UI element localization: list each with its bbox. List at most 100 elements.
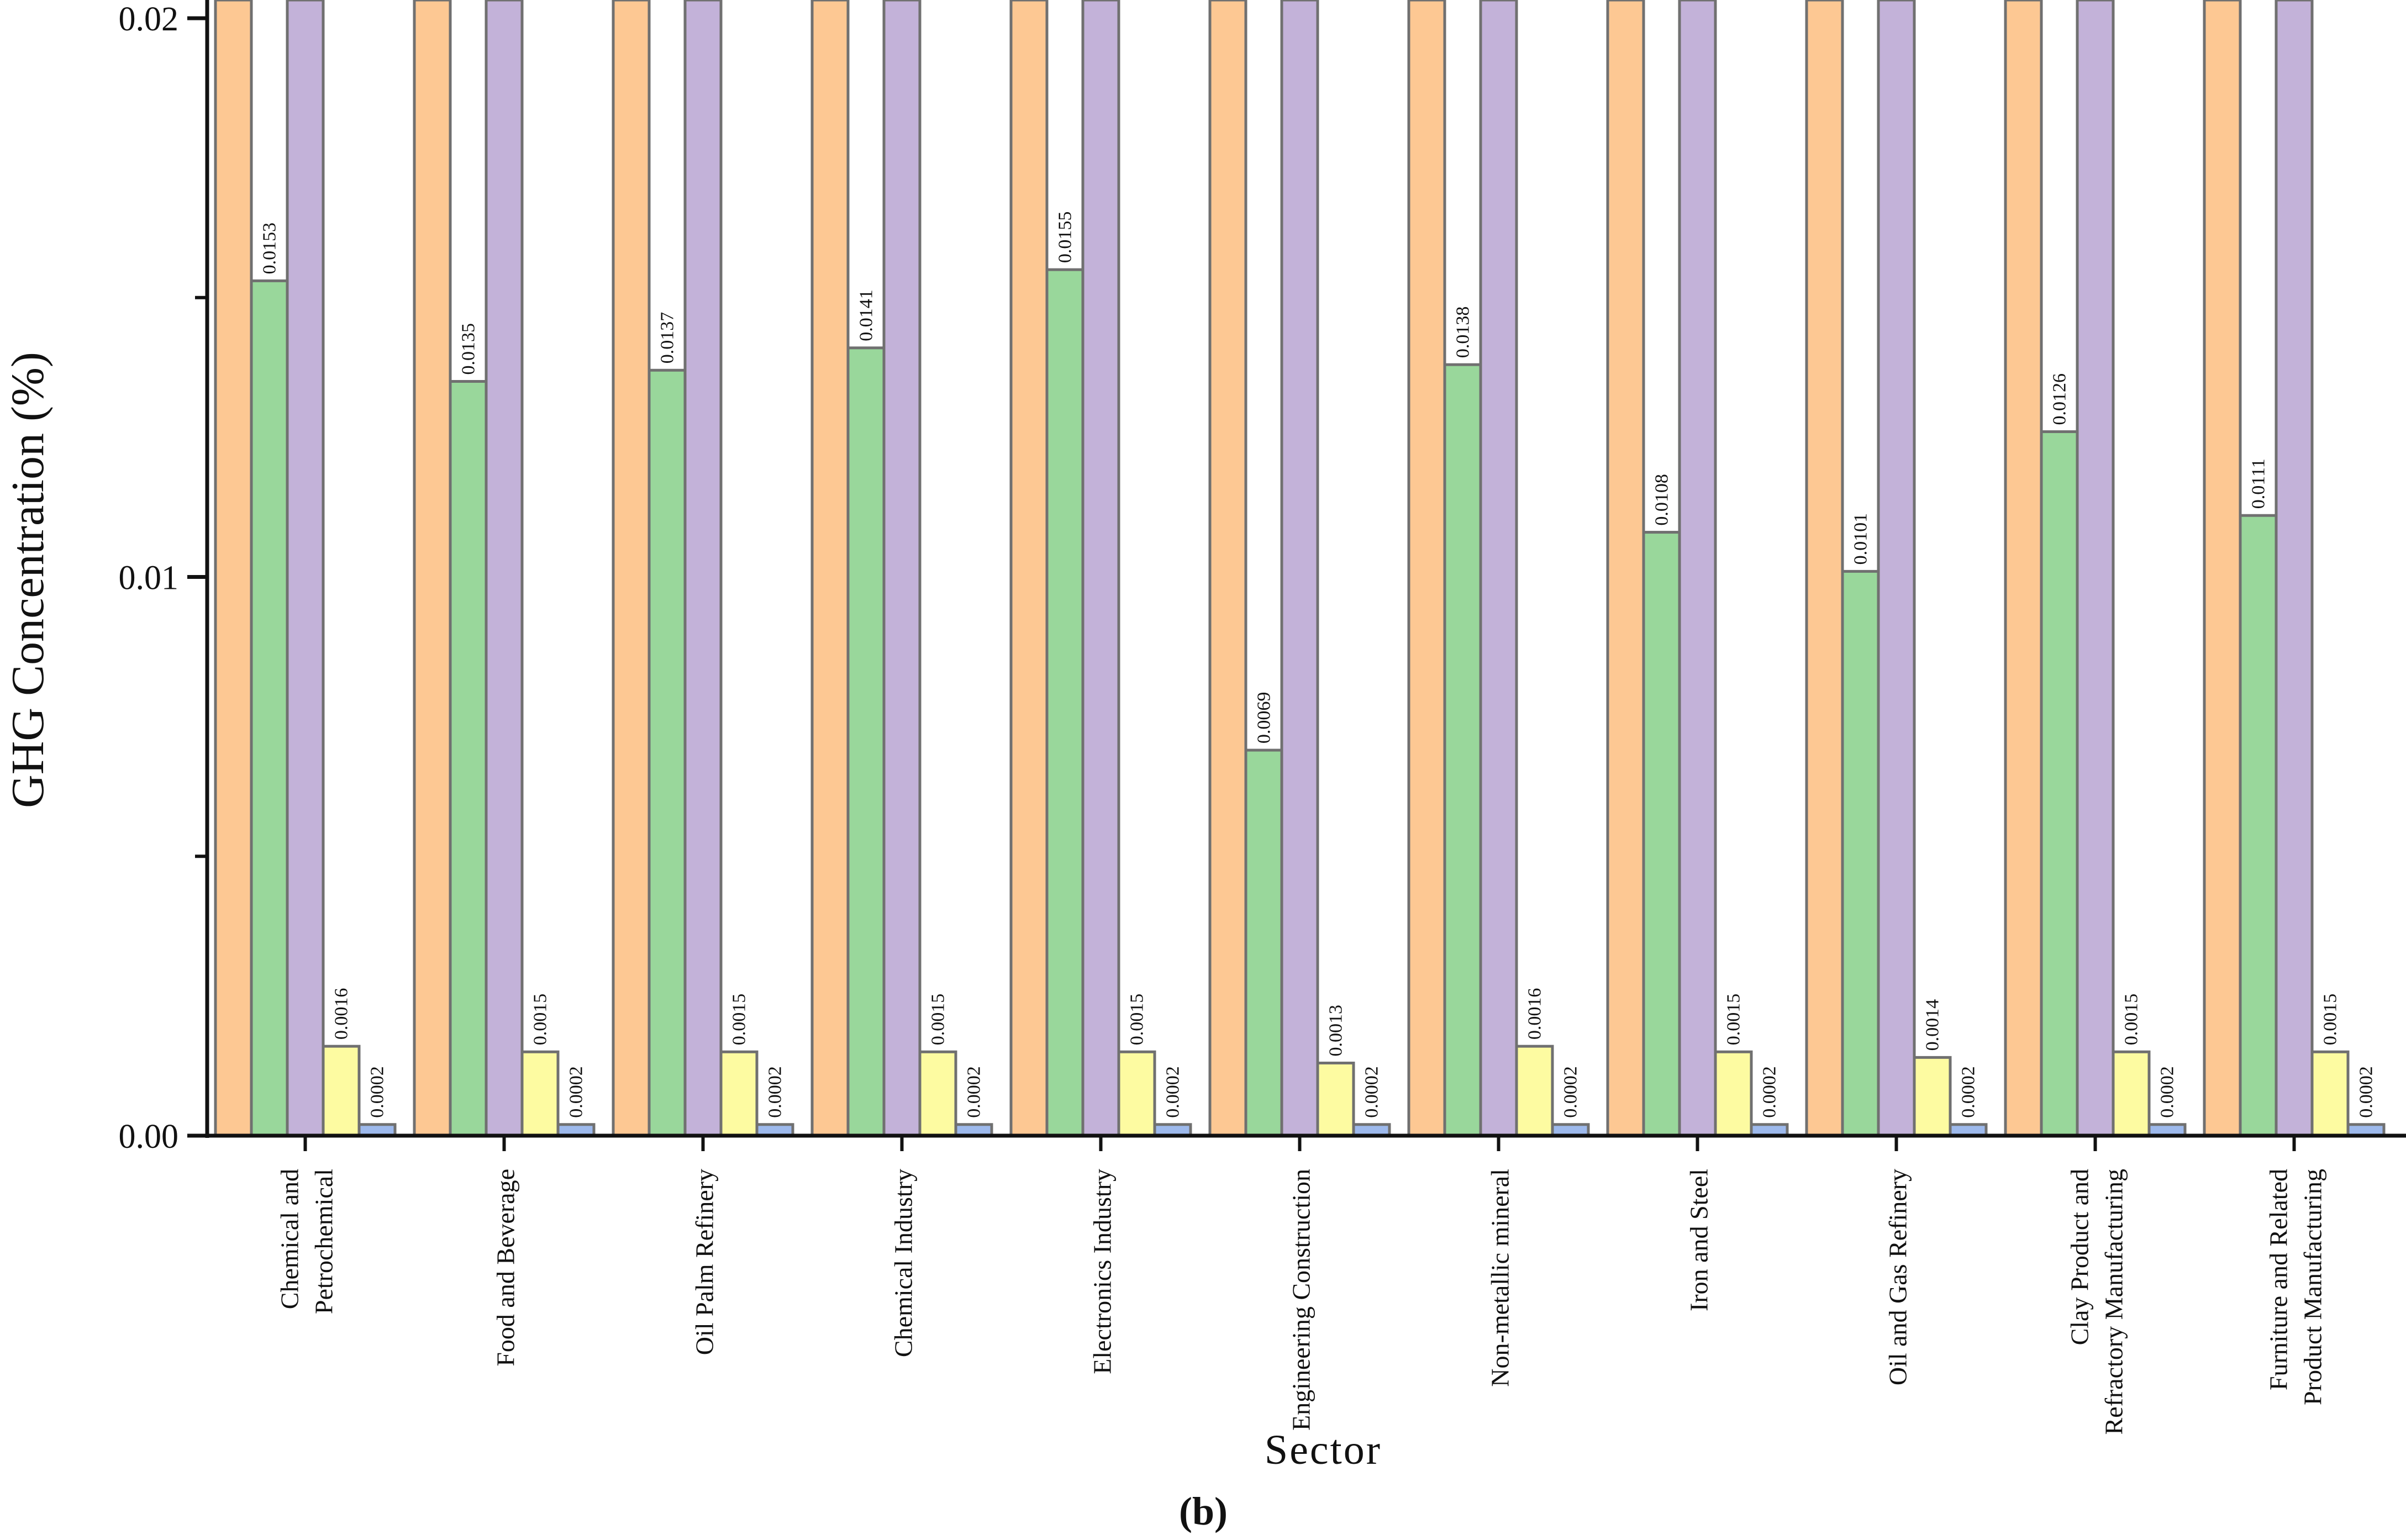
- x-category-label: Clay Product and: [2066, 1169, 2094, 1345]
- bar-series-1: [2203, 0, 2242, 1137]
- data-label: 0.0135: [459, 323, 479, 375]
- data-label: 0.0108: [1652, 474, 1672, 526]
- category-group: [810, 0, 993, 1137]
- data-label: 0.0002: [566, 1066, 587, 1118]
- bar-series-1: [1805, 0, 1844, 1137]
- bar-series-1: [810, 0, 850, 1137]
- data-label: 0.0013: [1326, 1005, 1346, 1057]
- data-label: 0.0153: [260, 223, 280, 275]
- bar-series-4: [918, 1050, 957, 1137]
- data-label: 0.0015: [2121, 994, 2142, 1046]
- data-label: 0.0015: [1127, 994, 1147, 1046]
- data-label: 0.0015: [729, 994, 750, 1046]
- y-tick-label: 0.00: [119, 1118, 179, 1156]
- data-label: 0.0002: [2157, 1066, 2178, 1118]
- bar-series-3: [1877, 0, 1916, 1137]
- data-label: 0.0155: [1055, 212, 1076, 263]
- data-label: 0.0002: [2356, 1066, 2377, 1118]
- bar-series-3: [1678, 0, 1717, 1137]
- data-label: 0.0141: [856, 289, 877, 341]
- bar-series-4: [322, 1045, 361, 1137]
- data-label: 0.0002: [1959, 1066, 1979, 1118]
- category-group: [1208, 0, 1391, 1137]
- category-group: [612, 0, 794, 1137]
- bar-series-3: [2076, 0, 2115, 1137]
- y-axis-title: GHG Concentration (%): [2, 352, 54, 808]
- bar-series-2: [1443, 363, 1482, 1137]
- bar-series-4: [1913, 1056, 1952, 1137]
- data-label: 0.0015: [1724, 994, 1744, 1046]
- data-label: 0.0015: [928, 994, 949, 1046]
- y-tick-label: 0.02: [119, 1, 179, 38]
- bar-series-1: [214, 0, 253, 1137]
- category-group: [1606, 0, 1789, 1137]
- bar-series-2: [2239, 514, 2278, 1137]
- x-axis-title: Sector: [1265, 1427, 1382, 1473]
- x-category-label: Petrochemical: [310, 1169, 338, 1314]
- bar-series-4: [1714, 1050, 1753, 1137]
- data-label: 0.0015: [530, 994, 551, 1046]
- bar-series-3: [485, 0, 524, 1137]
- category-group: [1805, 0, 1988, 1137]
- bar-series-3: [683, 0, 723, 1137]
- bar-series-1: [2004, 0, 2043, 1137]
- bar-series-3: [882, 0, 922, 1137]
- bar-series-3: [1081, 0, 1120, 1137]
- data-label: 0.0002: [1561, 1066, 1581, 1118]
- x-category-label: Chemical Industry: [889, 1169, 918, 1357]
- y-tick-label: 0.01: [119, 560, 179, 597]
- bar-series-4: [2112, 1050, 2151, 1137]
- bar-series-2: [1841, 569, 1880, 1137]
- data-label: 0.0126: [2050, 373, 2070, 425]
- category-group: [413, 0, 596, 1137]
- category-group: [1407, 0, 1590, 1137]
- data-label: 0.0015: [2320, 994, 2341, 1046]
- data-label: 0.0111: [2249, 458, 2269, 509]
- category-group: [214, 0, 397, 1137]
- bar-series-3: [1479, 0, 1518, 1137]
- x-category-label: Chemical and: [276, 1169, 304, 1309]
- x-category-label: Product Manufacturing: [2299, 1169, 2327, 1405]
- data-label: 0.0069: [1254, 692, 1275, 744]
- data-label: 0.0014: [1923, 999, 1943, 1051]
- bar-series-1: [1208, 0, 1247, 1137]
- category-group: [1009, 0, 1192, 1137]
- data-label: 0.0101: [1851, 513, 1871, 565]
- bar-series-2: [1642, 531, 1681, 1137]
- data-label: 0.0002: [1362, 1066, 1382, 1118]
- bar-series-1: [1606, 0, 1645, 1137]
- category-group: [2004, 0, 2187, 1137]
- bar-series-1: [1407, 0, 1446, 1137]
- bar-series-1: [1009, 0, 1049, 1137]
- data-label: 0.0002: [1163, 1066, 1183, 1118]
- data-label: 0.0016: [1525, 988, 1545, 1040]
- bar-series-4: [1117, 1050, 1156, 1137]
- bars-layer: [214, 0, 2386, 1137]
- bar-series-2: [250, 279, 289, 1137]
- data-label: 0.0137: [657, 312, 678, 364]
- category-group: [2203, 0, 2386, 1137]
- bar-series-3: [286, 0, 325, 1137]
- x-category-label: Furniture and Related: [2265, 1169, 2293, 1390]
- bar-series-2: [1045, 268, 1084, 1137]
- bar-series-2: [1244, 748, 1283, 1137]
- x-category-label: Oil Palm Refinery: [691, 1169, 719, 1355]
- bar-series-4: [719, 1050, 759, 1137]
- x-category-label: Oil and Gas Refinery: [1884, 1169, 1912, 1385]
- x-category-label: Iron and Steel: [1685, 1169, 1713, 1311]
- data-label: 0.0016: [331, 988, 352, 1040]
- labels-layer: 0.00 0.01 0.02 0.0153 0.0016 0.0002 Chemical a…: [119, 1, 2377, 1435]
- x-category-label: Non-metallic mineral: [1486, 1169, 1514, 1387]
- bar-series-2: [846, 346, 886, 1137]
- bar-series-4: [1515, 1045, 1554, 1137]
- data-label: 0.0002: [765, 1066, 786, 1118]
- panel-label: (b): [1179, 1489, 1228, 1533]
- bar-series-3: [2275, 0, 2314, 1137]
- bar-series-3: [1280, 0, 1319, 1137]
- x-category-label: Electronics Industry: [1088, 1169, 1117, 1374]
- bar-series-2: [449, 379, 488, 1137]
- data-label: 0.0138: [1453, 307, 1473, 358]
- x-category-label: Engineering Construction: [1287, 1169, 1315, 1431]
- bar-series-1: [413, 0, 452, 1137]
